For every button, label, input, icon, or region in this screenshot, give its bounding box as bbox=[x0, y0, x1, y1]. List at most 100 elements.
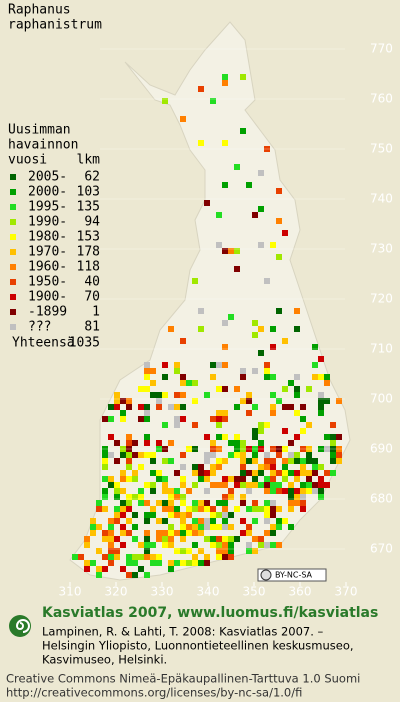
occurrence-square bbox=[294, 458, 300, 464]
occurrence-square bbox=[216, 542, 222, 548]
occurrence-square bbox=[288, 488, 294, 494]
occurrence-square bbox=[192, 380, 198, 386]
occurrence-square bbox=[138, 488, 144, 494]
occurrence-square bbox=[288, 404, 294, 410]
occurrence-square bbox=[270, 464, 276, 470]
occurrence-square bbox=[216, 464, 222, 470]
occurrence-square bbox=[240, 476, 246, 482]
occurrence-square bbox=[306, 476, 312, 482]
occurrence-square bbox=[102, 458, 108, 464]
occurrence-square bbox=[198, 518, 204, 524]
occurrence-square bbox=[264, 374, 270, 380]
occurrence-square bbox=[84, 560, 90, 566]
legend-swatch bbox=[10, 219, 16, 225]
occurrence-square bbox=[282, 518, 288, 524]
legend-label: 2005- bbox=[28, 170, 67, 185]
occurrence-square bbox=[228, 494, 234, 500]
occurrence-square bbox=[204, 470, 210, 476]
occurrence-square bbox=[336, 458, 342, 464]
occurrence-square bbox=[204, 434, 210, 440]
occurrence-square bbox=[108, 452, 114, 458]
occurrence-square bbox=[132, 440, 138, 446]
occurrence-square bbox=[198, 470, 204, 476]
occurrence-square bbox=[228, 452, 234, 458]
occurrence-square bbox=[222, 476, 228, 482]
legend-swatch bbox=[10, 174, 16, 180]
occurrence-square bbox=[108, 482, 114, 488]
occurrence-square bbox=[258, 464, 264, 470]
occurrence-square bbox=[114, 506, 120, 512]
occurrence-square bbox=[294, 308, 300, 314]
occurrence-square bbox=[108, 404, 114, 410]
occurrence-square bbox=[120, 542, 126, 548]
occurrence-square bbox=[222, 410, 228, 416]
occurrence-square bbox=[246, 524, 252, 530]
occurrence-square bbox=[240, 74, 246, 80]
occurrence-square bbox=[180, 560, 186, 566]
occurrence-square bbox=[210, 542, 216, 548]
occurrence-square bbox=[336, 398, 342, 404]
occurrence-square bbox=[276, 188, 282, 194]
legend-swatch bbox=[10, 234, 16, 240]
legend-count: 153 bbox=[77, 230, 100, 245]
occurrence-square bbox=[252, 404, 258, 410]
occurrence-square bbox=[180, 416, 186, 422]
occurrence-square bbox=[222, 80, 228, 86]
occurrence-square bbox=[192, 560, 198, 566]
occurrence-square bbox=[282, 338, 288, 344]
occurrence-square bbox=[240, 452, 246, 458]
occurrence-square bbox=[276, 482, 282, 488]
occurrence-square bbox=[174, 422, 180, 428]
occurrence-square bbox=[288, 452, 294, 458]
occurrence-square bbox=[246, 506, 252, 512]
occurrence-square bbox=[318, 404, 324, 410]
occurrence-square bbox=[180, 116, 186, 122]
occurrence-square bbox=[192, 554, 198, 560]
occurrence-square bbox=[276, 218, 282, 224]
occurrence-square bbox=[222, 416, 228, 422]
occurrence-square bbox=[174, 470, 180, 476]
occurrence-square bbox=[198, 464, 204, 470]
occurrence-square bbox=[180, 464, 186, 470]
occurrence-square bbox=[180, 380, 186, 386]
occurrence-square bbox=[222, 248, 228, 254]
occurrence-square bbox=[270, 542, 276, 548]
occurrence-square bbox=[318, 488, 324, 494]
occurrence-square bbox=[300, 500, 306, 506]
occurrence-square bbox=[144, 554, 150, 560]
legend-label: 1995- bbox=[28, 200, 67, 215]
license-url: http://creativecommons.org/licenses/by-n… bbox=[6, 686, 302, 700]
occurrence-square bbox=[234, 536, 240, 542]
occurrence-square bbox=[252, 548, 258, 554]
x-tick-label: 350 bbox=[243, 585, 266, 599]
occurrence-square bbox=[126, 572, 132, 578]
occurrence-square bbox=[144, 530, 150, 536]
occurrence-square bbox=[288, 380, 294, 386]
x-tick-label: 310 bbox=[59, 585, 82, 599]
occurrence-square bbox=[174, 416, 180, 422]
occurrence-square bbox=[312, 488, 318, 494]
occurrence-square bbox=[156, 404, 162, 410]
occurrence-square bbox=[288, 500, 294, 506]
occurrence-square bbox=[198, 500, 204, 506]
occurrence-square bbox=[168, 458, 174, 464]
occurrence-square bbox=[168, 326, 174, 332]
occurrence-square bbox=[312, 458, 318, 464]
occurrence-square bbox=[252, 506, 258, 512]
occurrence-square bbox=[108, 554, 114, 560]
occurrence-square bbox=[222, 512, 228, 518]
occurrence-square bbox=[162, 458, 168, 464]
occurrence-square bbox=[288, 440, 294, 446]
occurrence-square bbox=[84, 536, 90, 542]
occurrence-square bbox=[270, 500, 276, 506]
occurrence-square bbox=[276, 470, 282, 476]
occurrence-square bbox=[144, 572, 150, 578]
y-tick-label: 770 bbox=[370, 42, 393, 56]
occurrence-square bbox=[90, 524, 96, 530]
occurrence-square bbox=[168, 404, 174, 410]
occurrence-square bbox=[210, 506, 216, 512]
occurrence-square bbox=[126, 500, 132, 506]
occurrence-square bbox=[216, 386, 222, 392]
occurrence-square bbox=[252, 470, 258, 476]
occurrence-square bbox=[222, 548, 228, 554]
